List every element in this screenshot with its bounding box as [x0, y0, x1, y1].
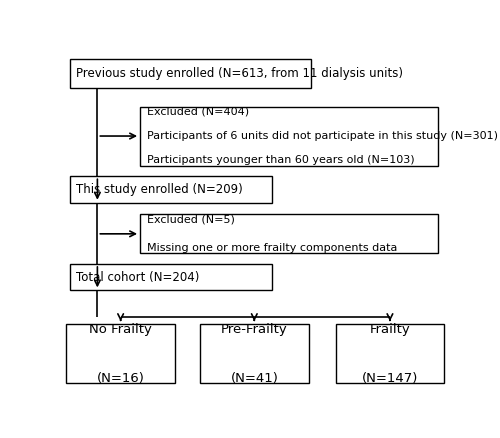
- FancyBboxPatch shape: [336, 324, 444, 383]
- Text: Frailty: Frailty: [370, 323, 410, 336]
- Text: (N=16): (N=16): [96, 371, 144, 385]
- Text: (N=41): (N=41): [230, 371, 278, 385]
- FancyBboxPatch shape: [70, 59, 310, 88]
- Text: This study enrolled (N=209): This study enrolled (N=209): [76, 183, 243, 196]
- Text: Excluded (N=5): Excluded (N=5): [147, 215, 235, 225]
- Text: (N=147): (N=147): [362, 371, 418, 385]
- FancyBboxPatch shape: [140, 215, 438, 253]
- Text: Missing one or more frailty components data: Missing one or more frailty components d…: [147, 243, 398, 253]
- FancyBboxPatch shape: [70, 264, 272, 290]
- FancyBboxPatch shape: [200, 324, 308, 383]
- Text: Excluded (N=404): Excluded (N=404): [147, 106, 249, 117]
- Text: Previous study enrolled (N=613, from 11 dialysis units): Previous study enrolled (N=613, from 11 …: [76, 67, 403, 80]
- FancyBboxPatch shape: [66, 324, 175, 383]
- Text: Total cohort (N=204): Total cohort (N=204): [76, 271, 200, 284]
- Text: Pre-Frailty: Pre-Frailty: [221, 323, 288, 336]
- FancyBboxPatch shape: [70, 177, 272, 203]
- Text: No Frailty: No Frailty: [89, 323, 152, 336]
- FancyBboxPatch shape: [140, 106, 438, 166]
- Text: Participants of 6 units did not participate in this study (N=301): Participants of 6 units did not particip…: [147, 131, 498, 141]
- Text: Participants younger than 60 years old (N=103): Participants younger than 60 years old (…: [147, 155, 414, 166]
